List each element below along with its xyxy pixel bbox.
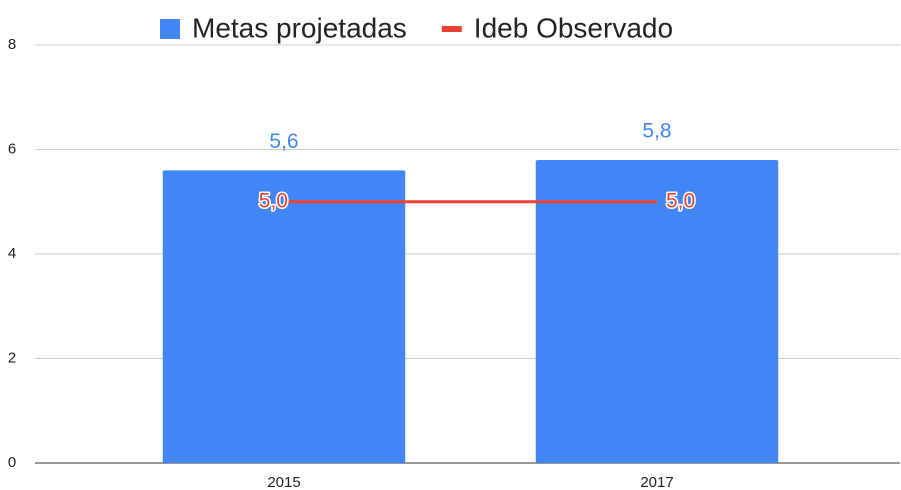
legend-swatch [441, 26, 462, 32]
y-tick-label: 4 [8, 245, 16, 262]
legend-label: Metas projetadas [192, 12, 407, 43]
legend-swatch [160, 19, 180, 39]
bar [535, 159, 779, 463]
data-label: 5,6 [269, 130, 298, 153]
data-label: 5,0 [259, 189, 288, 212]
legend-label: Ideb Observado [474, 12, 673, 43]
data-label: 5,8 [642, 119, 671, 142]
y-tick-label: 6 [8, 140, 16, 157]
y-tick-label: 0 [8, 454, 16, 471]
x-tick-label: 2017 [640, 474, 673, 490]
data-label: 5,0 [666, 189, 695, 212]
bar [162, 170, 406, 463]
x-tick-label: 2015 [267, 474, 300, 490]
y-tick-label: 8 [8, 36, 16, 53]
y-tick-label: 2 [8, 349, 16, 366]
